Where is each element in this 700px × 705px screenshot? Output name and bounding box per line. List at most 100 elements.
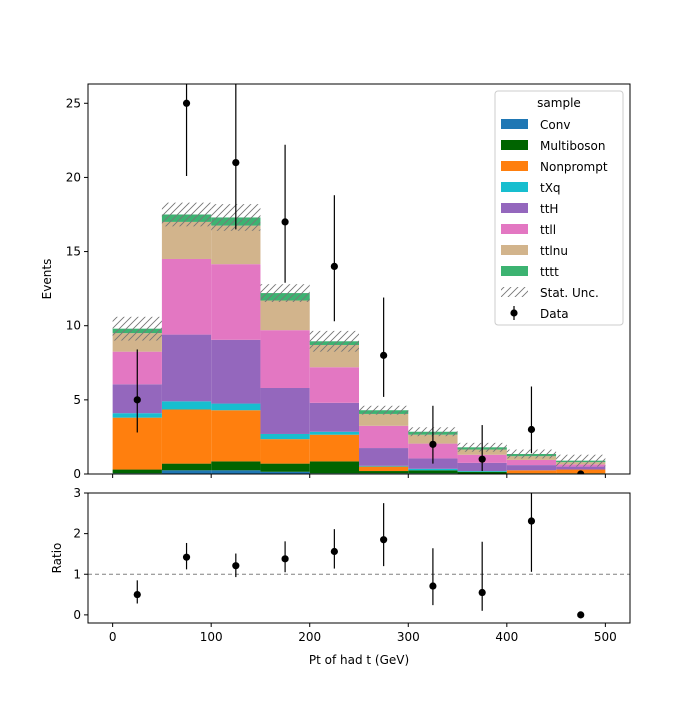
ratio-y-tick-label: 3 <box>73 486 81 500</box>
main-histogram-panel: 0 5 10 15 20 25 Events sample Conv Multiboson Nonp… <box>40 83 631 481</box>
legend-label: Conv <box>540 118 570 132</box>
stack-bar-tth <box>556 466 606 470</box>
legend-label: Nonprompt <box>540 160 608 174</box>
stat-unc-band <box>556 454 606 467</box>
x-tick-label: 100 <box>200 630 223 644</box>
x-axis-label: Pt of had t (GeV) <box>309 653 409 667</box>
stack-bar-tth <box>211 339 261 404</box>
stack-bar-conv <box>260 471 310 474</box>
stack-bar-ttll <box>161 258 212 335</box>
stack-bar-nonprompt <box>506 470 557 474</box>
stack-bar-txq <box>211 403 261 411</box>
ratio-panel: 0 1 2 3 0 100 200 300 400 500 Ratio Pt of had t (Ge… <box>50 486 631 667</box>
legend-swatch-nonprompt <box>501 161 528 171</box>
ratio-point <box>577 611 585 619</box>
stack-bar-multiboson <box>309 461 359 474</box>
ratio-point <box>182 553 191 561</box>
data-point <box>577 470 585 474</box>
stack-bar-ttlnu <box>260 300 310 331</box>
ratio-frame <box>87 492 631 624</box>
stack-bar-ttll <box>309 367 359 403</box>
data-point <box>330 262 338 270</box>
data-point <box>281 218 289 226</box>
ratio-point <box>380 536 388 544</box>
ratio-point <box>527 517 536 525</box>
ratio-point <box>478 588 486 597</box>
legend-label: tttt <box>540 265 559 279</box>
stack-bar-txq <box>309 431 359 435</box>
stack-bar-multiboson <box>457 471 507 474</box>
stat-unc-band <box>506 449 557 459</box>
x-tick-label: 400 <box>495 630 518 644</box>
stack-bar-nonprompt <box>309 434 359 462</box>
stack-bar-tth <box>359 448 409 466</box>
stack-bar-tth <box>260 387 310 434</box>
ratio-point <box>429 582 437 590</box>
stack-bar-conv <box>161 470 212 474</box>
y-tick-label: 15 <box>66 245 81 259</box>
ratio-y-tick-label: 2 <box>73 527 81 541</box>
legend-swatch-multiboson <box>501 140 528 150</box>
stat-unc-band <box>359 405 409 415</box>
stack-bar-ttll <box>211 264 261 340</box>
stack-bar-nonprompt <box>260 439 310 464</box>
y-tick-label: 5 <box>73 393 81 407</box>
stack-bar-multiboson <box>112 469 162 474</box>
stack-bar-tth <box>309 402 359 432</box>
stack-bar-nonprompt <box>211 410 261 462</box>
stack-bar-txq <box>457 471 507 472</box>
legend-data-marker <box>510 309 518 317</box>
stat-unc-band <box>309 330 359 352</box>
stack-bar-multiboson <box>408 470 458 474</box>
y-tick-label: 20 <box>66 170 81 184</box>
stat-unc-band <box>161 202 212 227</box>
stat-unc-band <box>112 316 162 341</box>
legend-label: tXq <box>540 181 561 195</box>
data-points <box>133 84 585 474</box>
stack-bar-nonprompt <box>359 466 409 472</box>
data-point <box>133 396 141 404</box>
y-axis-label: Events <box>40 259 54 300</box>
ratio-y-axis-label: Ratio <box>50 543 64 574</box>
stack-bar-tth <box>506 465 557 471</box>
ratio-point <box>330 547 338 556</box>
stack-bar-nonprompt <box>161 409 212 464</box>
plot-frame <box>87 83 631 475</box>
legend-swatch-ttll <box>501 224 528 234</box>
stack-bar-multiboson <box>359 471 409 474</box>
stat-unc-band <box>260 284 310 302</box>
data-point <box>478 455 486 463</box>
x-tick-label: 500 <box>594 630 617 644</box>
data-point <box>527 425 536 434</box>
stack-bar-ttlnu <box>161 221 212 259</box>
legend: sample Conv Multiboson Nonprompt tXq ttH ttll t… <box>494 90 624 326</box>
legend-swatch-conv <box>501 119 528 129</box>
stack-bar-ttlnu <box>359 413 409 426</box>
data-point <box>429 440 437 448</box>
legend-label: Data <box>540 307 569 321</box>
ratio-point <box>281 555 289 563</box>
y-tick-label: 0 <box>73 467 81 481</box>
stack-bar-multiboson <box>260 463 310 472</box>
x-tick-label: 300 <box>397 630 420 644</box>
ratio-plot-area <box>88 493 630 623</box>
legend-label: ttH <box>540 202 558 216</box>
ratio-points <box>133 493 585 619</box>
ratio-point <box>232 562 240 570</box>
stack-bar-ttll <box>260 330 310 388</box>
stack-bar-multiboson <box>211 461 261 471</box>
legend-swatch-ttlnu <box>501 245 528 255</box>
stack-bar-txq <box>408 468 458 471</box>
legend-label: Stat. Unc. <box>540 286 599 300</box>
legend-label: ttlnu <box>540 244 568 258</box>
legend-label: Multiboson <box>540 139 606 153</box>
stack-bar-tth <box>161 334 212 402</box>
legend-swatch-stat-unc <box>501 287 528 297</box>
data-point <box>182 99 191 107</box>
stack-bar-txq <box>359 465 409 467</box>
ratio-y-tick-label: 0 <box>73 608 81 622</box>
data-point <box>232 158 240 167</box>
stack-bar-ttlnu <box>211 225 261 265</box>
